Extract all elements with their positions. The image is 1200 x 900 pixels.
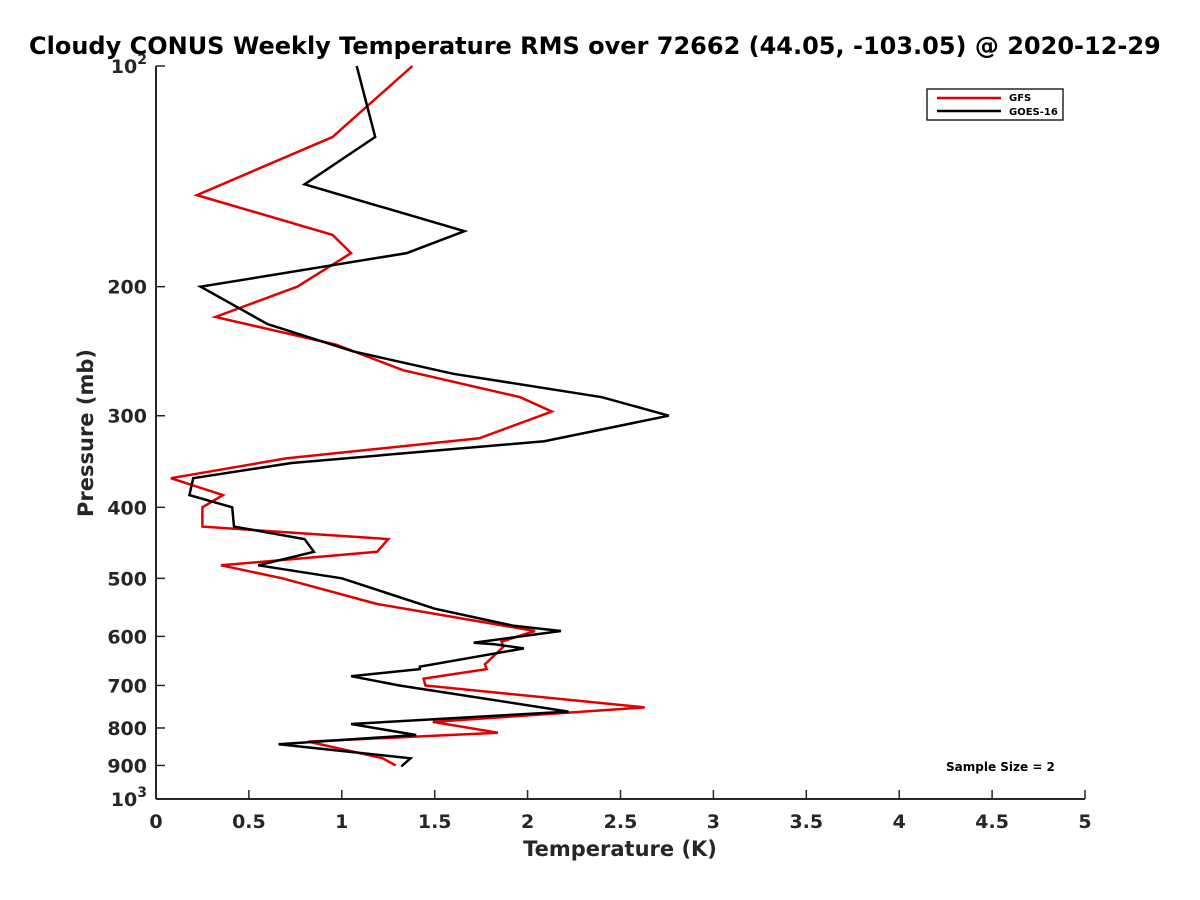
y-tick-label: 103 [111, 785, 147, 811]
x-tick-label: 0 [149, 811, 162, 833]
x-axis-label: Temperature (K) [523, 837, 717, 861]
y-ticks: 102 200 300 400 500 600 700 800 900 103 [107, 52, 165, 811]
y-axis-label: Pressure (mb) [74, 349, 98, 517]
sample-size-annotation: Sample Size = 2 [946, 760, 1055, 774]
x-tick-label: 2.5 [604, 811, 638, 833]
x-tick-label: 3 [707, 811, 720, 833]
x-ticks: 0 0.5 1 1.5 2 2.5 3 3.5 4 4.5 5 [149, 790, 1092, 833]
series-line-gfs [170, 65, 645, 767]
series-line-goes-16 [187, 65, 670, 768]
legend: GFS GOES-16 [926, 88, 1064, 121]
series-layer [170, 65, 670, 768]
x-tick-label: 5 [1078, 811, 1091, 833]
x-tick-label: 1 [335, 811, 348, 833]
y-tick-label: 200 [107, 277, 147, 299]
y-tick-label: 400 [107, 497, 147, 519]
x-tick-label: 4.5 [975, 811, 1009, 833]
x-tick-label: 1.5 [418, 811, 452, 833]
y-tick-label: 300 [107, 406, 147, 428]
x-tick-label: 4 [893, 811, 906, 833]
x-tick-label: 3.5 [789, 811, 823, 833]
y-tick-label: 800 [107, 718, 147, 740]
y-tick-label: 600 [107, 626, 147, 648]
x-tick-label: 0.5 [232, 811, 266, 833]
y-tick-label: 900 [107, 755, 147, 777]
y-tick-label: 500 [107, 568, 147, 590]
y-tick-label: 700 [107, 675, 147, 697]
legend-label-goes-16: GOES-16 [1009, 107, 1058, 118]
legend-label-gfs: GFS [1009, 93, 1031, 104]
y-tick-label: 102 [111, 52, 147, 78]
x-tick-label: 2 [521, 811, 534, 833]
chart-title: Cloudy CONUS Weekly Temperature RMS over… [29, 32, 1161, 60]
legend-box [926, 88, 1064, 121]
